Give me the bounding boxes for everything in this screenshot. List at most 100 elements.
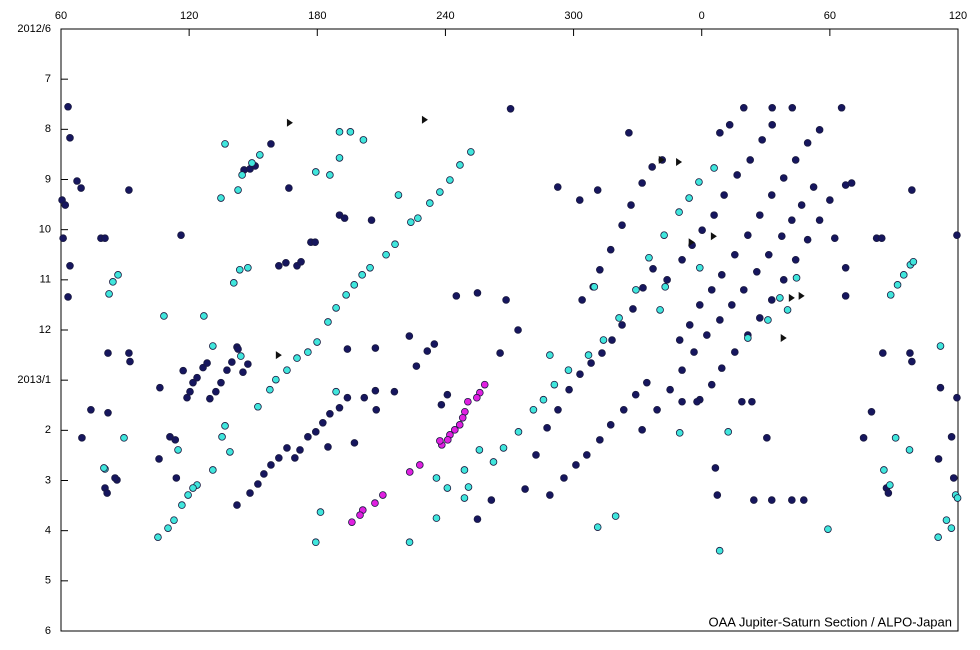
point: [649, 264, 657, 273]
point: [244, 360, 252, 368]
point: [446, 176, 454, 184]
point: [713, 491, 722, 499]
point: [154, 533, 162, 541]
point: [239, 368, 247, 376]
point: [178, 501, 186, 509]
point: [200, 312, 208, 320]
point: [324, 318, 332, 326]
point: [583, 451, 591, 459]
point: [711, 464, 720, 472]
point: [266, 385, 274, 394]
point: [105, 290, 113, 298]
point: [487, 496, 496, 504]
y-tick-label: 7: [45, 73, 51, 85]
point: [254, 480, 262, 488]
point: [64, 293, 72, 301]
point: [767, 296, 776, 304]
x-tick-label: 180: [308, 10, 326, 22]
point: [343, 345, 352, 353]
y-tick-label: 3: [45, 474, 51, 486]
point: [432, 474, 441, 482]
point: [467, 148, 475, 156]
point: [464, 483, 473, 491]
point: [313, 338, 321, 346]
point: [246, 489, 254, 497]
point: [275, 261, 283, 270]
x-tick-label: 240: [436, 10, 454, 22]
point: [867, 407, 876, 416]
point: [120, 434, 128, 442]
point: [436, 188, 444, 196]
point: [109, 278, 117, 286]
point: [891, 434, 900, 442]
point: [451, 426, 459, 434]
point: [514, 326, 522, 334]
point: [506, 104, 515, 113]
point: [788, 293, 795, 302]
point: [371, 344, 380, 352]
point: [189, 378, 197, 387]
point: [335, 154, 344, 162]
point: [554, 405, 562, 414]
point: [234, 186, 242, 194]
point: [499, 444, 508, 452]
point: [953, 231, 961, 239]
point: [710, 211, 718, 219]
point: [126, 357, 134, 366]
point: [809, 183, 818, 191]
point: [66, 261, 74, 270]
point: [371, 386, 380, 395]
point: [335, 403, 344, 412]
point: [947, 524, 956, 532]
point: [209, 342, 217, 350]
point: [546, 351, 554, 359]
point: [209, 466, 217, 474]
point: [326, 171, 334, 179]
point: [575, 196, 584, 204]
point: [560, 474, 568, 482]
point: [953, 393, 961, 402]
y-tick-label: 2012/6: [17, 23, 51, 35]
point: [550, 380, 559, 389]
point: [638, 426, 646, 434]
point: [660, 231, 668, 239]
point: [311, 168, 320, 176]
point: [936, 342, 945, 350]
point: [256, 151, 264, 159]
point: [815, 126, 824, 134]
point: [460, 466, 469, 474]
point: [788, 216, 796, 224]
point: [164, 524, 172, 532]
point: [77, 184, 85, 192]
point: [405, 332, 414, 340]
point: [720, 191, 728, 199]
point: [66, 134, 74, 142]
point: [656, 306, 664, 314]
point: [779, 276, 788, 284]
point: [189, 484, 197, 492]
point: [877, 234, 886, 242]
point: [235, 265, 244, 274]
point: [464, 397, 472, 406]
point: [886, 481, 894, 489]
point: [254, 402, 262, 411]
point: [430, 340, 439, 348]
point: [695, 301, 704, 309]
point: [791, 156, 800, 164]
point: [639, 284, 647, 292]
point: [792, 274, 801, 282]
point: [367, 216, 376, 224]
point: [304, 348, 312, 356]
point: [800, 496, 808, 504]
point: [653, 405, 661, 414]
point: [326, 409, 334, 418]
point: [596, 265, 604, 274]
point: [432, 514, 441, 522]
point: [678, 366, 686, 374]
point: [332, 304, 340, 312]
point: [788, 103, 797, 112]
y-tick-label: 11: [40, 274, 51, 286]
point: [275, 351, 282, 360]
x-tick-label: 0: [699, 10, 705, 22]
